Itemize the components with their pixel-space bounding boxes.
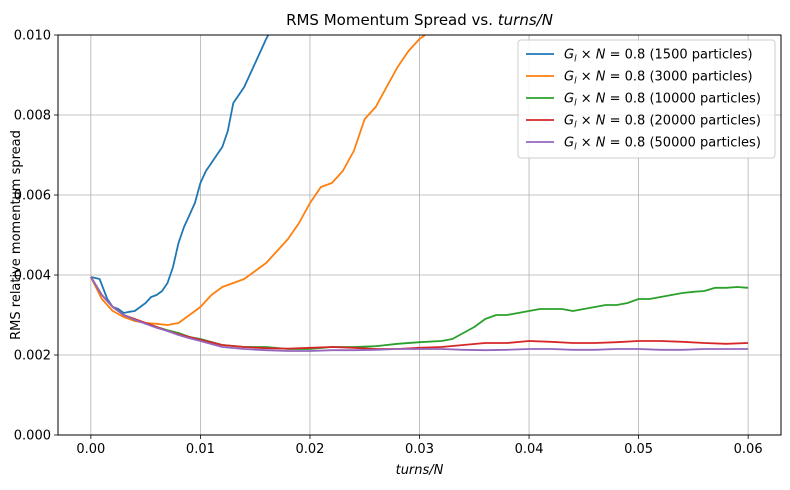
y-tick-label: 0.010	[14, 29, 51, 44]
y-tick-label: 0.008	[14, 109, 51, 124]
legend-sub: l	[574, 55, 577, 65]
legend-times: ×	[577, 136, 596, 151]
legend-n: N	[596, 114, 606, 129]
series-line-1	[90, 35, 270, 314]
title-math: turns/N	[498, 11, 553, 29]
legend-sub: l	[574, 77, 577, 87]
x-axis-label: turns/N	[396, 463, 444, 478]
legend-n: N	[596, 70, 606, 85]
legend-rest: = 0.8 (1500 particles)	[606, 48, 753, 63]
legend-g: G	[564, 136, 574, 151]
x-tick-label: 0.00	[76, 442, 105, 457]
legend-n: N	[596, 136, 606, 151]
legend-label-1: Gl × N = 0.8 (1500 particles)	[564, 48, 753, 65]
x-tick-label: 0.04	[515, 442, 544, 457]
x-tick-label: 0.02	[295, 442, 324, 457]
x-tick-label: 0.06	[734, 442, 763, 457]
legend-label-3: Gl × N = 0.8 (10000 particles)	[564, 92, 761, 109]
legend-times: ×	[577, 70, 596, 85]
legend-sub: l	[574, 143, 577, 153]
y-tick-label: 0.006	[14, 189, 51, 204]
y-axis: 0.000 0.002 0.004 0.006 0.008 0.010	[14, 29, 58, 444]
legend-rest: = 0.8 (10000 particles)	[606, 92, 761, 107]
x-tick-label: 0.03	[405, 442, 434, 457]
legend-rest: = 0.8 (50000 particles)	[606, 136, 761, 151]
series-line-5	[90, 276, 749, 352]
y-tick-label: 0.000	[14, 429, 51, 444]
legend-sub: l	[574, 99, 577, 109]
chart-title: RMS Momentum Spread vs. turns/N	[286, 11, 553, 29]
legend-n: N	[596, 92, 606, 107]
legend-box	[517, 39, 776, 159]
x-tick-label: 0.05	[624, 442, 653, 457]
legend-label-2: Gl × N = 0.8 (3000 particles)	[564, 70, 753, 87]
y-tick-label: 0.002	[14, 349, 51, 364]
legend-label-5: Gl × N = 0.8 (50000 particles)	[564, 136, 761, 153]
legend-n: N	[596, 48, 606, 63]
legend-times: ×	[577, 114, 596, 129]
legend-rest: = 0.8 (20000 particles)	[606, 114, 761, 129]
legend-g: G	[564, 48, 574, 63]
legend-g: G	[564, 70, 574, 85]
legend-times: ×	[577, 48, 596, 63]
legend-sub: l	[574, 121, 577, 131]
series-line-3	[90, 276, 749, 350]
legend-rest: = 0.8 (3000 particles)	[606, 70, 753, 85]
x-axis: 0.00 0.01 0.02 0.03 0.04 0.05 0.06	[76, 435, 763, 457]
legend-g: G	[564, 114, 574, 129]
title-text: RMS Momentum Spread vs.	[286, 11, 498, 29]
y-tick-label: 0.004	[14, 269, 51, 284]
legend: Gl × N = 0.8 (1500 particles)Gl × N = 0.…	[517, 39, 776, 159]
y-axis-label: RMS relative momentum spread	[9, 130, 24, 340]
x-tick-label: 0.01	[186, 442, 215, 457]
legend-label-4: Gl × N = 0.8 (20000 particles)	[564, 114, 761, 131]
legend-times: ×	[577, 92, 596, 107]
plot-area	[90, 35, 749, 352]
legend-g: G	[564, 92, 574, 107]
